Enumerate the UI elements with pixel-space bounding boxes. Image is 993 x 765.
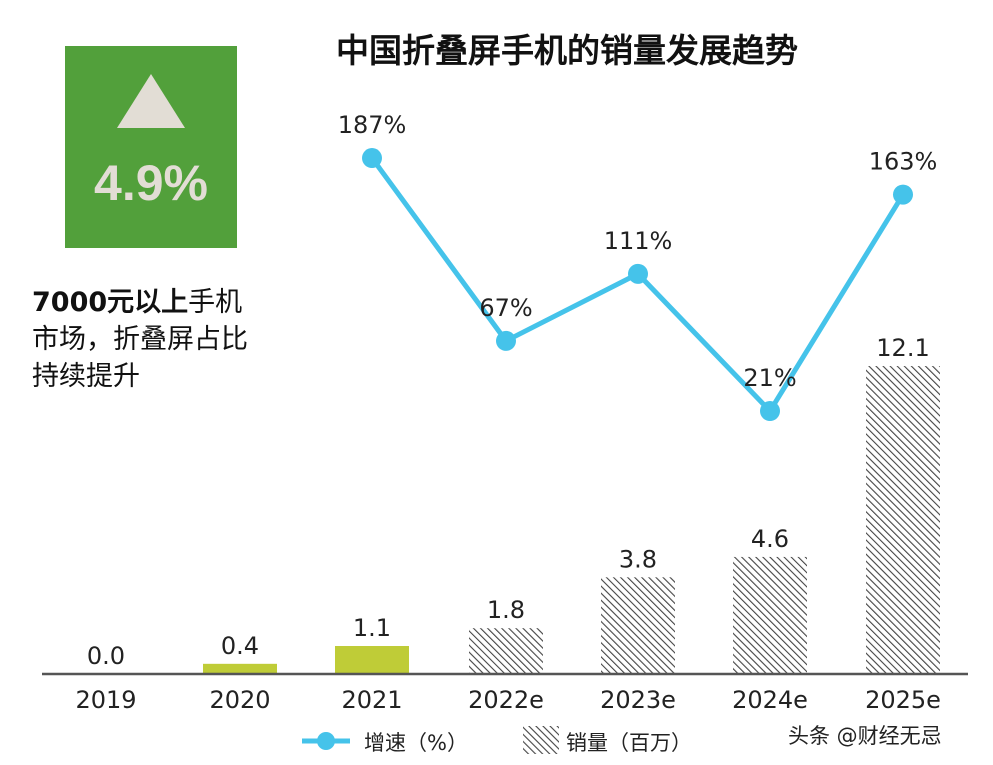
note-text: 7000元以上手机市场，折叠屏占比 持续提升 bbox=[32, 284, 322, 395]
note-bold: 7000元以上 bbox=[32, 287, 189, 318]
bar bbox=[335, 646, 409, 674]
note-line1: 手机 bbox=[188, 287, 243, 318]
growth-badge: 4.9% bbox=[65, 46, 237, 248]
growth-label: 67% bbox=[479, 294, 532, 322]
legend: 增速（%） 销量（百万） bbox=[302, 726, 692, 755]
legend-line-marker bbox=[317, 732, 335, 750]
bar-label: 4.6 bbox=[751, 525, 789, 553]
growth-point bbox=[893, 184, 913, 205]
x-tick-label: 2020 bbox=[209, 686, 270, 714]
growth-point bbox=[362, 148, 382, 169]
growth-value: 4.9% bbox=[94, 155, 208, 211]
growth-point bbox=[496, 330, 516, 351]
bar bbox=[866, 366, 940, 674]
bar bbox=[469, 628, 543, 674]
bar-label: 1.8 bbox=[487, 596, 525, 624]
x-tick-label: 2019 bbox=[75, 686, 136, 714]
bar-label: 12.1 bbox=[876, 334, 929, 362]
x-tick-label: 2022e bbox=[468, 686, 544, 714]
legend-label-growth: 增速（%） bbox=[364, 731, 468, 755]
bar-label: 3.8 bbox=[619, 545, 657, 573]
x-tick-label: 2025e bbox=[865, 686, 941, 714]
growth-label: 111% bbox=[604, 227, 673, 255]
growth-label: 187% bbox=[338, 111, 407, 139]
note-line2: 市场，折叠屏占比 bbox=[32, 324, 248, 355]
x-tick-label: 2023e bbox=[600, 686, 676, 714]
note-line3: 持续提升 bbox=[32, 361, 140, 392]
x-tick-label: 2021 bbox=[341, 686, 402, 714]
bar bbox=[203, 663, 277, 674]
up-triangle-icon bbox=[117, 74, 185, 128]
legend-label-sales: 销量（百万） bbox=[566, 731, 692, 755]
bar-label: 0.4 bbox=[221, 632, 259, 660]
bar bbox=[733, 556, 807, 674]
growth-label: 21% bbox=[743, 364, 796, 392]
bar-label: 0.0 bbox=[87, 642, 125, 670]
growth-point bbox=[628, 263, 648, 284]
growth-label: 163% bbox=[869, 148, 938, 176]
legend-bar-swatch bbox=[523, 726, 559, 754]
growth-line bbox=[369, 156, 906, 416]
x-tick-label: 2024e bbox=[732, 686, 808, 714]
watermark: 头条 @财经无忌 bbox=[788, 724, 942, 748]
bar bbox=[601, 577, 675, 674]
chart-title: 中国折叠屏手机的销量发展趋势 bbox=[336, 31, 798, 70]
bar-label: 1.1 bbox=[353, 614, 391, 642]
growth-point bbox=[760, 401, 780, 421]
